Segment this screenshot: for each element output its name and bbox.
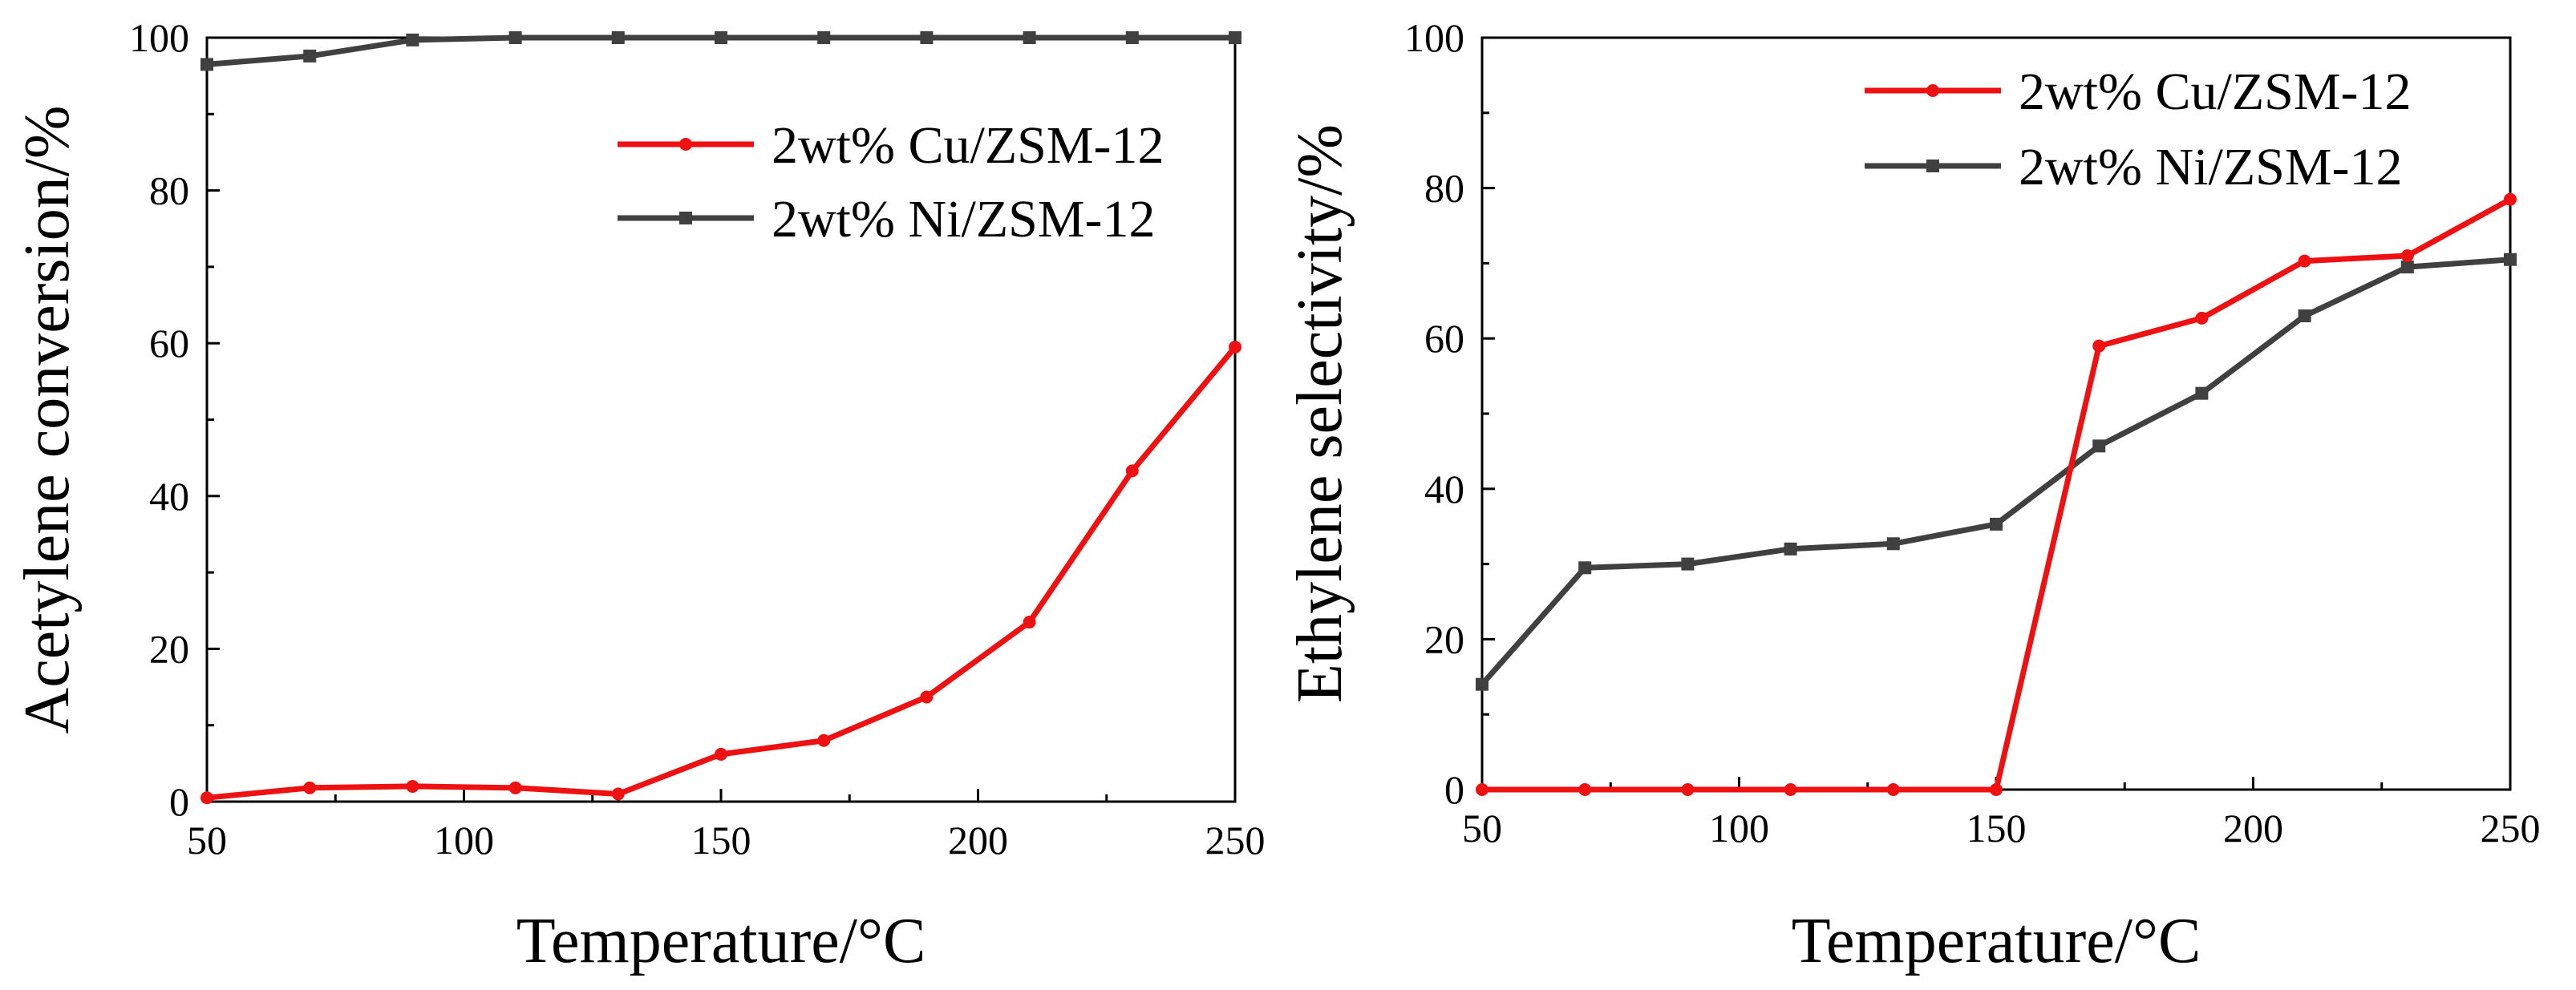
data-point-ni [817, 31, 831, 44]
x-tick-label: 150 [1966, 806, 2027, 851]
legend-marker-ni [1926, 160, 1939, 172]
data-point-ni [200, 58, 213, 71]
data-point-cu [2298, 254, 2311, 268]
y-tick-label: 40 [149, 474, 189, 519]
legend-marker-cu [1926, 84, 1939, 97]
data-point-cu [1229, 340, 1241, 354]
data-point-cu [406, 779, 419, 793]
data-point-ni [1023, 31, 1036, 44]
x-tick-label: 200 [2223, 806, 2283, 851]
x-tick-label: 100 [434, 818, 494, 863]
y-tick-label: 40 [1424, 467, 1464, 511]
data-point-cu [611, 787, 625, 801]
x-tick-label: 200 [948, 818, 1008, 863]
data-point-cu [1125, 464, 1139, 478]
data-point-ni [1476, 677, 1488, 691]
legend-marker-ni [679, 212, 692, 224]
series-line-cu [206, 345, 1237, 801]
x-tick-label: 100 [1709, 806, 1769, 851]
y-tick-label: 0 [169, 779, 189, 824]
y-tick-label: 20 [1424, 616, 1464, 661]
data-point-ni [2092, 439, 2106, 453]
y-tick-label: 100 [129, 15, 189, 60]
data-point-cu [715, 747, 727, 761]
data-point-ni [508, 31, 522, 44]
data-point-cu [2195, 311, 2209, 325]
data-point-cu [1681, 783, 1695, 796]
data-point-cu [2504, 192, 2517, 206]
x-tick-label: 250 [2481, 806, 2541, 851]
data-point-cu [2092, 339, 2106, 353]
data-point-cu [303, 781, 317, 794]
chart-selectivity: 50 100 150 200 250 0 20 40 60 80 100 Temperature/°C… [1285, 15, 2541, 976]
data-point-ni [303, 49, 317, 63]
chart-conversion: 50 100 150 200 250 0 20 40 60 80 100 Temperature/°C… [12, 15, 1266, 976]
data-point-ni [2400, 261, 2414, 274]
data-point-ni [1784, 542, 1797, 556]
legend-label-cu: 2wt% Cu/ZSM-12 [2019, 63, 2412, 121]
y-tick-label: 100 [1404, 15, 1464, 60]
y-tick-label: 20 [149, 626, 189, 671]
y-axis-title: Ethylene selectivity/% [1285, 124, 1355, 703]
data-point-ni [1886, 537, 1900, 551]
data-point-cu [200, 791, 213, 805]
data-point-ni [611, 31, 625, 44]
x-tick-label: 50 [1462, 806, 1502, 851]
data-point-ni [2298, 309, 2311, 323]
data-point-ni [2195, 386, 2209, 400]
data-point-ni [406, 33, 419, 46]
legend-label-cu: 2wt% Cu/ZSM-12 [772, 116, 1164, 175]
x-axis-title: Temperature/°C [1792, 906, 2201, 976]
data-point-cu [2400, 249, 2414, 263]
data-point-cu [1476, 783, 1488, 796]
data-point-cu [817, 733, 831, 747]
legend-marker-cu [679, 138, 692, 151]
y-tick-label: 80 [1424, 166, 1464, 211]
data-point-cu [508, 781, 522, 794]
data-point-cu [1990, 783, 2003, 796]
y-tick-label: 80 [149, 168, 189, 213]
series-line-cu [1482, 196, 2512, 793]
y-tick-label: 60 [149, 321, 189, 366]
x-tick-label: 250 [1205, 818, 1266, 863]
legend-label-ni: 2wt% Ni/ZSM-12 [772, 190, 1156, 249]
legend-label-ni: 2wt% Ni/ZSM-12 [2019, 138, 2403, 196]
data-point-ni [920, 31, 934, 44]
data-point-ni [1578, 561, 1592, 575]
data-point-ni [1125, 31, 1139, 44]
data-point-ni [1229, 31, 1241, 44]
x-axis-title: Temperature/°C [516, 906, 926, 976]
data-point-ni [715, 31, 727, 44]
data-point-cu [1886, 783, 1900, 796]
x-tick-label: 150 [691, 818, 751, 863]
y-axis-title: Acetylene conversion/% [12, 105, 83, 733]
data-point-ni [2504, 253, 2517, 266]
data-point-cu [1784, 783, 1797, 796]
x-tick-label: 50 [187, 818, 227, 863]
y-tick-label: 60 [1424, 316, 1464, 361]
data-point-ni [1990, 517, 2003, 531]
data-point-cu [1578, 783, 1592, 796]
y-tick-label: 0 [1444, 767, 1464, 812]
data-point-cu [1023, 616, 1036, 629]
data-point-cu [920, 690, 934, 704]
series-line-ni [1480, 257, 2511, 687]
data-point-ni [1681, 557, 1695, 571]
